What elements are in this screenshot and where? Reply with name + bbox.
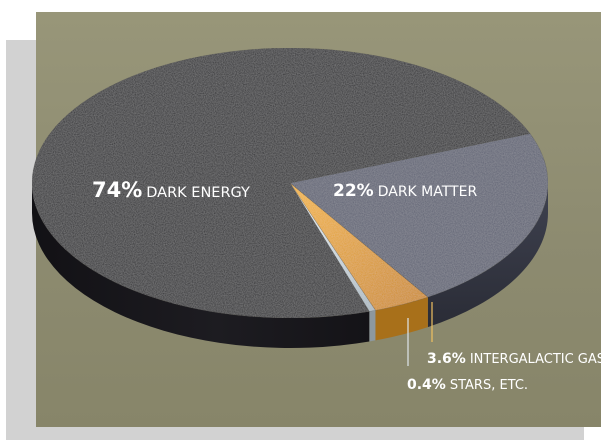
slice-label-stars-etc: 0.4% STARS, ETC. xyxy=(407,377,528,393)
slice-name-intergalactic-gas: INTERGALACTIC GAS xyxy=(470,352,601,367)
slice-percent-dark-energy: 74% xyxy=(92,178,142,202)
slice-name-dark-energy: DARK ENERGY xyxy=(146,185,250,201)
slice-label-dark-energy: 74% DARK ENERGY xyxy=(92,178,250,202)
slice-percent-dark-matter: 22% xyxy=(333,181,374,201)
pie-side-dark-energy xyxy=(32,183,370,349)
slice-percent-intergalactic-gas: 3.6% xyxy=(427,351,466,367)
pie-slice-dark-matter xyxy=(289,133,549,298)
slice-label-dark-matter: 22% DARK MATTER xyxy=(333,181,477,201)
slice-name-dark-matter: DARK MATTER xyxy=(378,184,478,200)
slice-name-stars-etc: STARS, ETC. xyxy=(450,378,528,393)
slice-label-intergalactic-gas: 3.6% INTERGALACTIC GAS xyxy=(427,351,601,367)
slice-percent-stars-etc: 0.4% xyxy=(407,377,446,393)
pie-side-dark-matter xyxy=(427,183,548,328)
pie-side-stars-etc xyxy=(369,310,376,342)
pie-slice-dark-energy xyxy=(31,47,531,319)
